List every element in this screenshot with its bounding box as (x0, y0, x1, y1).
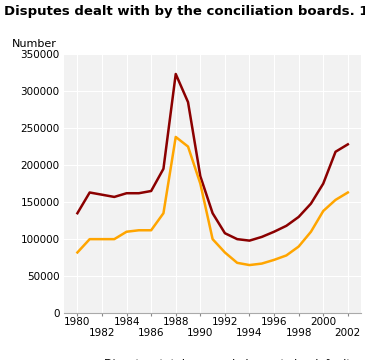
Judgments by default (223, 250, 227, 255)
Judgments by default (75, 250, 80, 255)
Judgments by default (260, 261, 264, 266)
Disputes, total (296, 215, 301, 219)
Judgments by default (88, 237, 92, 241)
Disputes, total (100, 193, 104, 197)
Judgments by default (198, 181, 203, 186)
Judgments by default (161, 211, 166, 215)
Judgments by default (247, 263, 252, 267)
Judgments by default (321, 209, 326, 213)
Judgments by default (235, 261, 239, 265)
Disputes, total (161, 167, 166, 171)
Judgments by default (173, 135, 178, 139)
Judgments by default (124, 230, 129, 234)
Disputes, total (223, 231, 227, 235)
Disputes, total (260, 235, 264, 239)
Judgments by default (296, 244, 301, 249)
Disputes, total (272, 230, 276, 234)
Judgments by default (137, 228, 141, 233)
Judgments by default (333, 198, 338, 202)
Line: Judgments by default: Judgments by default (77, 137, 348, 265)
Disputes, total (137, 191, 141, 195)
Disputes, total (321, 181, 326, 186)
Disputes, total (88, 190, 92, 195)
Judgments by default (149, 228, 153, 233)
Judgments by default (272, 258, 276, 262)
Disputes, total (149, 189, 153, 193)
Disputes, total (333, 150, 338, 154)
Disputes, total (75, 211, 80, 215)
Disputes, total (186, 100, 190, 104)
Judgments by default (100, 237, 104, 241)
Disputes, total (247, 238, 252, 243)
Disputes, total (198, 174, 203, 178)
Judgments by default (211, 237, 215, 241)
Disputes, total (124, 191, 129, 195)
Judgments by default (112, 237, 116, 241)
Judgments by default (284, 253, 289, 258)
Disputes, total (173, 72, 178, 76)
Disputes, total (211, 211, 215, 215)
Judgments by default (186, 144, 190, 149)
Disputes, total (309, 202, 313, 206)
Disputes, total (112, 195, 116, 199)
Disputes, total (346, 142, 350, 147)
Line: Disputes, total: Disputes, total (77, 74, 348, 240)
Disputes, total (235, 237, 239, 241)
Text: Disputes dealt with by the conciliation boards. 1980-2002: Disputes dealt with by the conciliation … (4, 5, 365, 18)
Disputes, total (284, 224, 289, 228)
Judgments by default (346, 190, 350, 195)
Legend: Disputes, total, Judgments by default: Disputes, total, Judgments by default (69, 355, 356, 360)
Judgments by default (309, 230, 313, 234)
Text: Number: Number (12, 39, 57, 49)
